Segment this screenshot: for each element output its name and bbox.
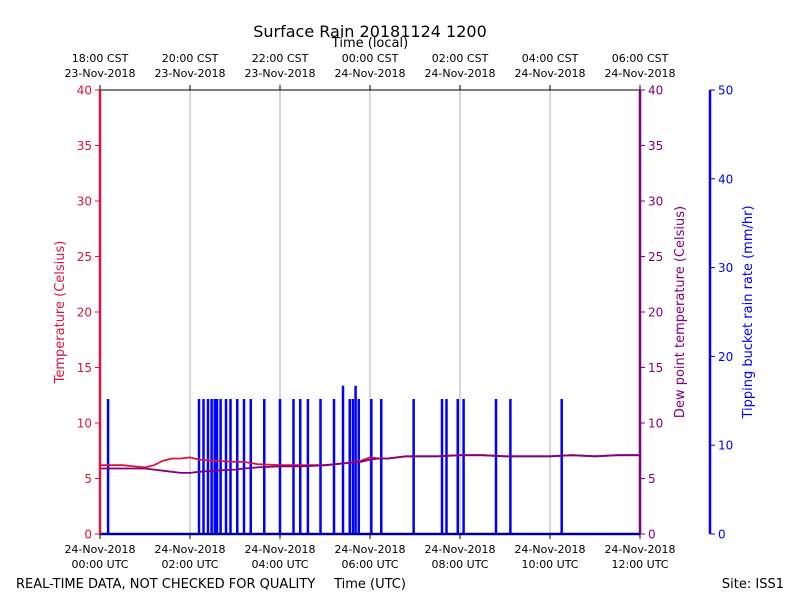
temperature-series <box>100 454 640 474</box>
top-tick-time-1: 20:00 CST <box>162 52 219 65</box>
dewpoint-line <box>100 454 640 474</box>
bottom-tick-time-6: 12:00 UTC <box>611 558 668 571</box>
right-tick-label-8: 40 <box>648 84 663 98</box>
bottom-tick-time-2: 04:00 UTC <box>251 558 308 571</box>
rain-tick-label-5: 50 <box>718 84 733 98</box>
bottom-tick-time-0: 00:00 UTC <box>71 558 128 571</box>
left-tick-label-2: 10 <box>77 417 92 431</box>
bottom-tick-date-0: 24-Nov-2018 <box>64 543 135 556</box>
top-tick-time-2: 22:00 CST <box>252 52 309 65</box>
top-axis-label: Time (local) <box>331 36 408 51</box>
left-tick-label-0: 0 <box>84 528 92 542</box>
top-tick-time-0: 18:00 CST <box>72 52 129 65</box>
axis-ticks: 0 5 10 15 20 25 30 35 40 0 5 10 15 20 25 30 35 40 0 10 20 30 4… <box>64 52 733 571</box>
right-tick-label-0: 0 <box>648 528 656 542</box>
bottom-tick-date-5: 24-Nov-2018 <box>514 543 585 556</box>
rain-rate-series <box>100 385 640 536</box>
right-tick-label-3: 15 <box>648 361 663 375</box>
left-tick-label-7: 35 <box>77 139 92 153</box>
left-tick-label-3: 15 <box>77 361 92 375</box>
top-tick-date-3: 24-Nov-2018 <box>334 67 405 80</box>
bottom-tick-time-1: 02:00 UTC <box>161 558 218 571</box>
right-tick-label-6: 30 <box>648 195 663 209</box>
bottom-tick-time-5: 10:00 UTC <box>521 558 578 571</box>
bottom-tick-date-2: 24-Nov-2018 <box>244 543 315 556</box>
top-tick-date-2: 23-Nov-2018 <box>244 67 315 80</box>
rain-tick-label-2: 20 <box>718 350 733 364</box>
bottom-tick-date-4: 24-Nov-2018 <box>424 543 495 556</box>
top-tick-time-3: 00:00 CST <box>342 52 399 65</box>
bottom-tick-date-1: 24-Nov-2018 <box>154 543 225 556</box>
bottom-tick-time-3: 06:00 UTC <box>341 558 398 571</box>
chart-title: Surface Rain 20181124 1200 <box>253 22 487 41</box>
rain-tick-label-0: 0 <box>718 528 726 542</box>
right-tick-label-4: 20 <box>648 306 663 320</box>
y-axis-label-rain-rate: Tipping bucket rain rate (mm/hr) <box>741 205 756 419</box>
bottom-tick-time-4: 08:00 UTC <box>431 558 488 571</box>
y-axis-label-temperature: Temperature (Celsius) <box>53 241 68 385</box>
left-tick-label-1: 5 <box>84 472 92 486</box>
footer-quality-note: REAL-TIME DATA, NOT CHECKED FOR QUALITY <box>16 577 315 592</box>
top-tick-time-4: 02:00 CST <box>432 52 489 65</box>
x-axis-label: Time (UTC) <box>333 577 406 592</box>
left-tick-label-6: 30 <box>77 195 92 209</box>
rain-tick-label-3: 30 <box>718 261 733 275</box>
top-tick-time-5: 04:00 CST <box>522 52 579 65</box>
top-tick-date-0: 23-Nov-2018 <box>64 67 135 80</box>
right-tick-label-1: 5 <box>648 472 656 486</box>
footer-site: Site: ISS1 <box>722 577 784 592</box>
top-tick-date-1: 23-Nov-2018 <box>154 67 225 80</box>
right-tick-label-5: 25 <box>648 250 663 264</box>
top-tick-time-6: 06:00 CST <box>612 52 669 65</box>
left-tick-label-4: 20 <box>77 306 92 320</box>
right-tick-label-2: 10 <box>648 417 663 431</box>
top-tick-date-4: 24-Nov-2018 <box>424 67 495 80</box>
bottom-tick-date-3: 24-Nov-2018 <box>334 543 405 556</box>
right-tick-label-7: 35 <box>648 139 663 153</box>
left-tick-label-8: 40 <box>77 84 92 98</box>
top-tick-date-5: 24-Nov-2018 <box>514 67 585 80</box>
rain-tick-label-1: 10 <box>718 439 733 453</box>
y-axis-label-dewpoint: Dew point temperature (Celsius) <box>673 206 688 418</box>
rain-tick-label-4: 40 <box>718 172 733 186</box>
top-tick-date-6: 24-Nov-2018 <box>604 67 675 80</box>
bottom-tick-date-6: 24-Nov-2018 <box>604 543 675 556</box>
plot-frame <box>98 89 712 535</box>
left-tick-label-5: 25 <box>77 250 92 264</box>
